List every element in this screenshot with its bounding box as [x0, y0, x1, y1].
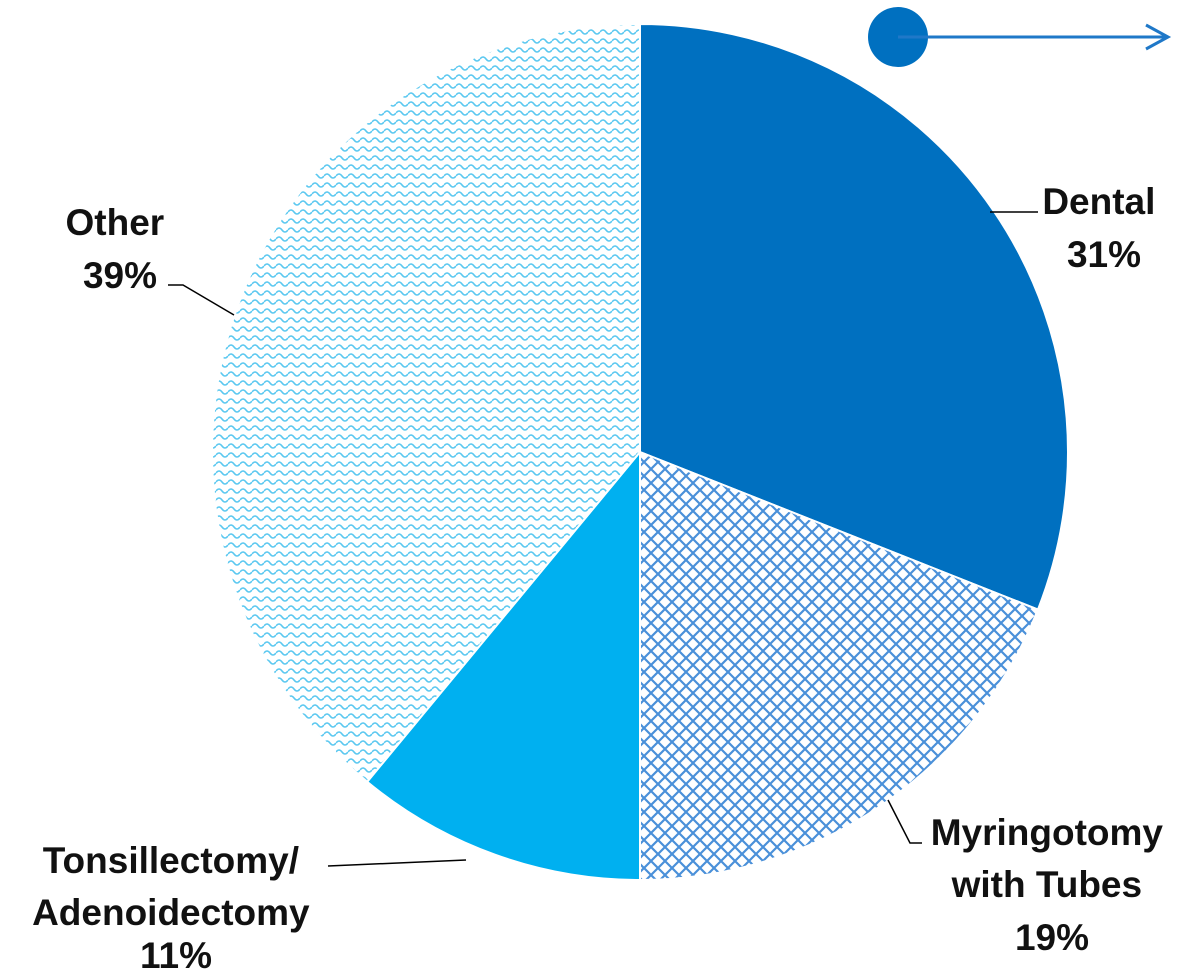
label-dental: Dental 31%: [1042, 181, 1165, 275]
slice-other: [211, 22, 641, 784]
labels: Dental 31% Myringotomy with Tubes 19% To…: [32, 181, 1174, 974]
label-tonsillectomy-name-2: Adenoidectomy: [32, 892, 310, 933]
label-tonsillectomy-name-1: Tonsillectomy/: [43, 840, 299, 881]
connector-arrowhead: [1145, 23, 1172, 51]
slice-tonsillectomy: [365, 449, 641, 882]
pie-slices: [211, 22, 1069, 882]
label-dental-name: Dental: [1042, 181, 1155, 222]
leader-line-tonsillectomy: [327, 859, 467, 867]
label-myringotomy-name-1: Myringotomy: [931, 812, 1164, 853]
label-tonsillectomy: Tonsillectomy/ Adenoidectomy 11%: [32, 840, 320, 974]
label-dental-pct: 31%: [1067, 234, 1141, 275]
leader-line-myringotomy: [887, 799, 922, 844]
label-other-name: Other: [66, 202, 165, 243]
dot-arrow-right-icon: [868, 7, 1172, 67]
leader-lines: [168, 211, 1038, 867]
label-other-pct: 39%: [83, 255, 157, 296]
label-myringotomy-pct: 19%: [1015, 917, 1089, 958]
leader-line-other: [168, 284, 235, 316]
label-tonsillectomy-pct: 11%: [140, 935, 212, 974]
label-myringotomy: Myringotomy with Tubes 19%: [931, 812, 1174, 958]
label-myringotomy-name-2: with Tubes: [951, 864, 1142, 905]
slice-myringotomy: [639, 450, 1040, 882]
label-other: Other 39%: [66, 202, 175, 296]
